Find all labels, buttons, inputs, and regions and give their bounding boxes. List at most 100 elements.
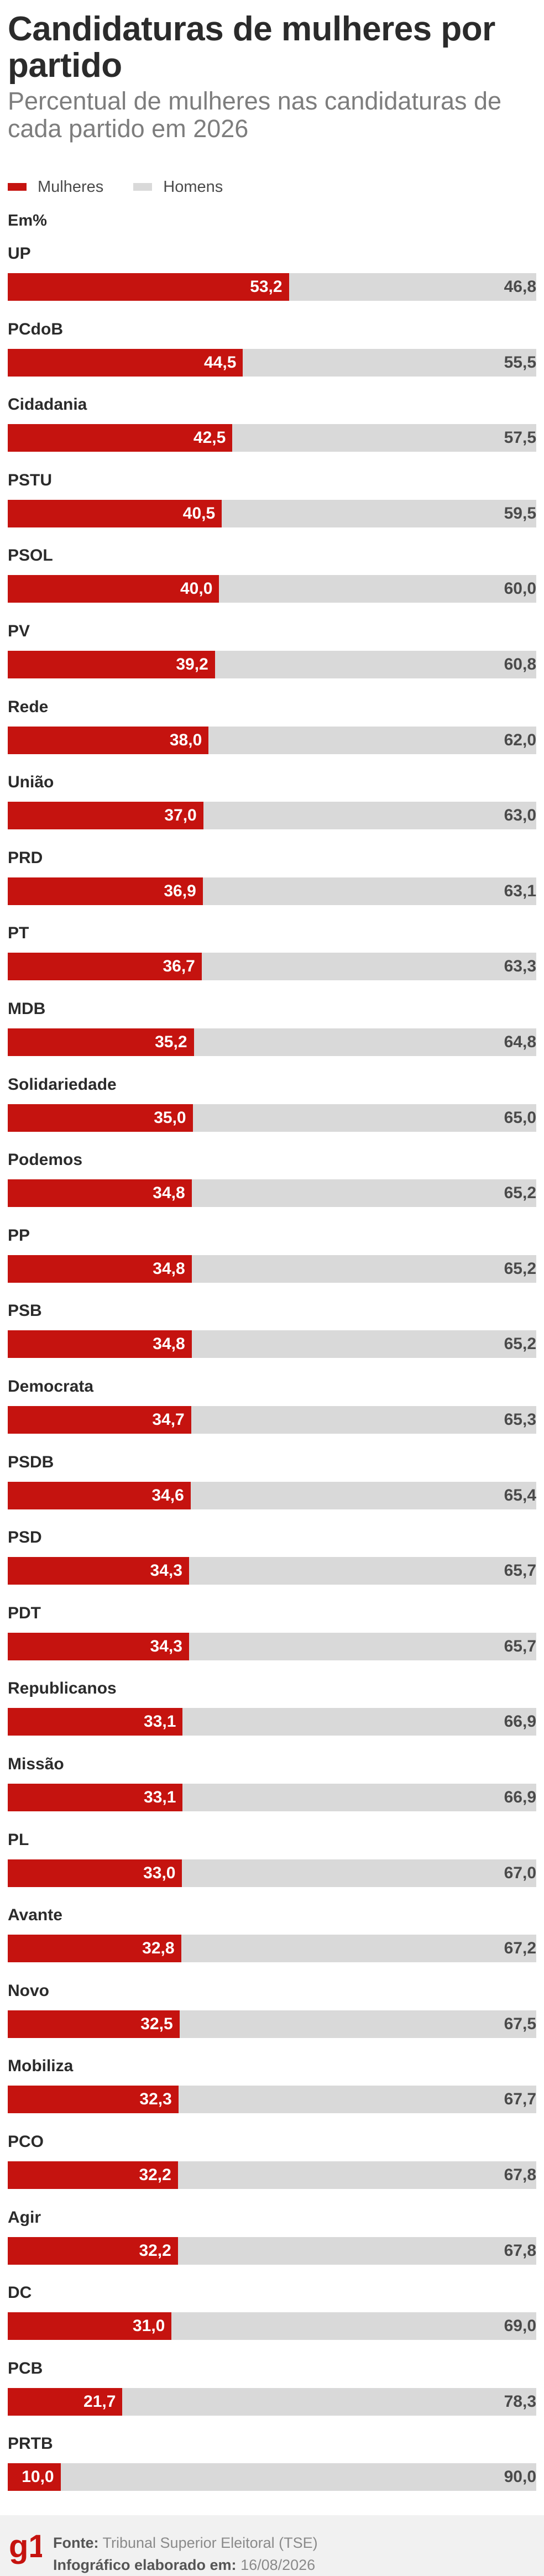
value-label-men: 64,8 <box>504 1033 536 1051</box>
bar-men <box>171 2312 536 2340</box>
footer: g1 Fonte: Tribunal Superior Eleitoral (T… <box>0 2515 544 2576</box>
value-label-women: 21,7 <box>83 2392 116 2411</box>
value-label-men: 69,0 <box>504 2317 536 2335</box>
bar-row: Podemos 34,8 65,2 <box>8 1138 536 1214</box>
source-line: Fonte: Tribunal Superior Eleitoral (TSE) <box>53 2532 318 2554</box>
bar-men <box>189 1557 536 1585</box>
bar-row: União 37,0 63,0 <box>8 761 536 836</box>
category-label: Solidariedade <box>8 1075 117 1094</box>
bar-men <box>208 726 536 754</box>
bar-women <box>8 1179 192 1208</box>
category-label: PT <box>8 924 29 943</box>
value-label-men: 66,9 <box>504 1712 536 1731</box>
made-label: Infográfico elaborado em: <box>53 2557 237 2573</box>
value-label-men: 60,0 <box>504 579 536 598</box>
value-label-women: 34,6 <box>151 1486 184 1504</box>
bar-row: PRTB 10,0 90,0 <box>8 2422 536 2497</box>
bar-women <box>8 1481 191 1509</box>
category-label: PCB <box>8 2359 43 2378</box>
bar-row: PCdoB 44,5 55,5 <box>8 308 536 383</box>
legend-item-women: Mulheres <box>8 178 103 196</box>
bar-row: Republicanos 33,1 66,9 <box>8 1667 536 1742</box>
g1-logo: g1 <box>9 2528 42 2564</box>
value-label-men: 65,2 <box>504 1184 536 1203</box>
svg-text:g1: g1 <box>9 2528 42 2564</box>
value-label-men: 65,7 <box>504 1637 536 1655</box>
legend-item-men: Homens <box>133 178 223 196</box>
bar-row: PDT 34,3 65,7 <box>8 1592 536 1667</box>
value-label-women: 31,0 <box>132 2317 165 2335</box>
category-label: Novo <box>8 1981 49 2000</box>
chart-subtitle: Percentual de mulheres nas candidaturas … <box>8 87 502 143</box>
value-label-men: 55,5 <box>504 353 536 372</box>
value-label-women: 36,7 <box>163 957 195 976</box>
bar-row: Mobiliza 32,3 67,7 <box>8 2045 536 2120</box>
value-label-men: 65,0 <box>504 1108 536 1127</box>
value-label-women: 37,0 <box>164 806 197 825</box>
value-label-men: 60,8 <box>504 655 536 673</box>
value-label-women: 32,2 <box>139 2166 171 2184</box>
bar-women <box>8 1632 189 1660</box>
value-label-men: 67,2 <box>504 1939 536 1958</box>
value-label-women: 34,8 <box>153 1259 185 1278</box>
bar-men <box>203 802 536 830</box>
category-label: Podemos <box>8 1151 83 1169</box>
bar-row: DC 31,0 69,0 <box>8 2271 536 2347</box>
bar-row: Agir 32,2 67,8 <box>8 2196 536 2271</box>
value-label-women: 34,3 <box>150 1637 182 1655</box>
value-label-men: 65,2 <box>504 1259 536 1278</box>
value-label-women: 40,0 <box>180 579 213 598</box>
bar-women <box>8 1406 191 1434</box>
bar-row: PT 36,7 63,3 <box>8 912 536 987</box>
bar-row: PRD 36,9 63,1 <box>8 837 536 912</box>
bar-women <box>8 1255 192 1283</box>
bar-women <box>8 2010 180 2038</box>
bar-women <box>8 2387 123 2416</box>
value-label-men: 63,3 <box>504 957 536 976</box>
bar-men <box>182 1708 536 1736</box>
bar-men <box>232 424 536 452</box>
bar-men <box>219 575 536 603</box>
value-label-men: 66,9 <box>504 1788 536 1806</box>
bar-row: Solidariedade 35,0 65,0 <box>8 1063 536 1138</box>
category-label: PV <box>8 622 30 640</box>
bar-men <box>192 1104 536 1132</box>
bar-women <box>8 424 233 452</box>
value-label-men: 65,2 <box>504 1335 536 1354</box>
bar-row: UP 53,2 46,8 <box>8 232 536 307</box>
date-line: Infográfico elaborado em: 16/08/2026 <box>53 2554 318 2576</box>
category-label: PCO <box>8 2133 44 2151</box>
legend-label-women: Mulheres <box>38 177 104 196</box>
category-label: PSD <box>8 1528 42 1547</box>
bar-row: PCO 32,2 67,8 <box>8 2120 536 2196</box>
value-label-women: 39,2 <box>176 655 208 673</box>
bar-row: Novo 32,5 67,5 <box>8 1969 536 2045</box>
category-label: Republicanos <box>8 1679 117 1698</box>
value-label-men: 67,0 <box>504 1863 536 1882</box>
bar-men <box>222 499 536 527</box>
bar-women <box>8 1104 193 1132</box>
category-label: Democrata <box>8 1377 94 1396</box>
category-label: PDT <box>8 1603 41 1622</box>
category-label: Rede <box>8 697 49 716</box>
bar-women <box>8 348 243 377</box>
value-label-women: 10,0 <box>22 2468 54 2486</box>
category-label: DC <box>8 2284 32 2302</box>
category-label: PSOL <box>8 546 53 565</box>
value-label-women: 33,1 <box>144 1712 176 1731</box>
value-label-women: 34,3 <box>150 1561 182 1580</box>
bar-women <box>8 1784 183 1811</box>
bar-men <box>191 1406 536 1434</box>
value-label-men: 65,7 <box>504 1561 536 1580</box>
value-label-women: 33,1 <box>144 1788 176 1806</box>
bar-women <box>8 726 209 754</box>
bar-row: MDB 35,2 64,8 <box>8 987 536 1063</box>
bar-women <box>8 2161 178 2189</box>
bar-women <box>8 1557 189 1585</box>
bar-men <box>243 348 536 377</box>
value-label-women: 32,2 <box>139 2241 171 2260</box>
source-label: Fonte: <box>53 2535 99 2551</box>
bar-women <box>8 1708 183 1736</box>
legend-swatch-women <box>8 183 27 191</box>
value-label-women: 38,0 <box>169 730 202 749</box>
